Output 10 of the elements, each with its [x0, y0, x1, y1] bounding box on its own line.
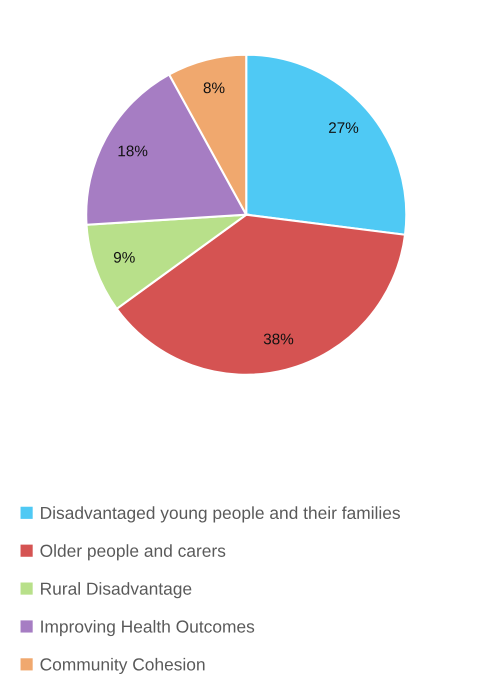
legend-label: Disadvantaged young people and their families	[41, 506, 400, 522]
data-label: 38%	[264, 334, 294, 344]
legend-label: Rural Disadvantage	[41, 582, 192, 598]
legend-label: Community Cohesion	[40, 658, 204, 674]
legend-label: Older people and carers	[40, 544, 226, 560]
data-label: 18%	[118, 146, 148, 156]
data-label: 9%	[114, 252, 135, 263]
legend-label: Improving Health Outcomes	[41, 620, 254, 636]
data-label: 27%	[328, 122, 358, 134]
data-label: 8%	[204, 82, 224, 94]
